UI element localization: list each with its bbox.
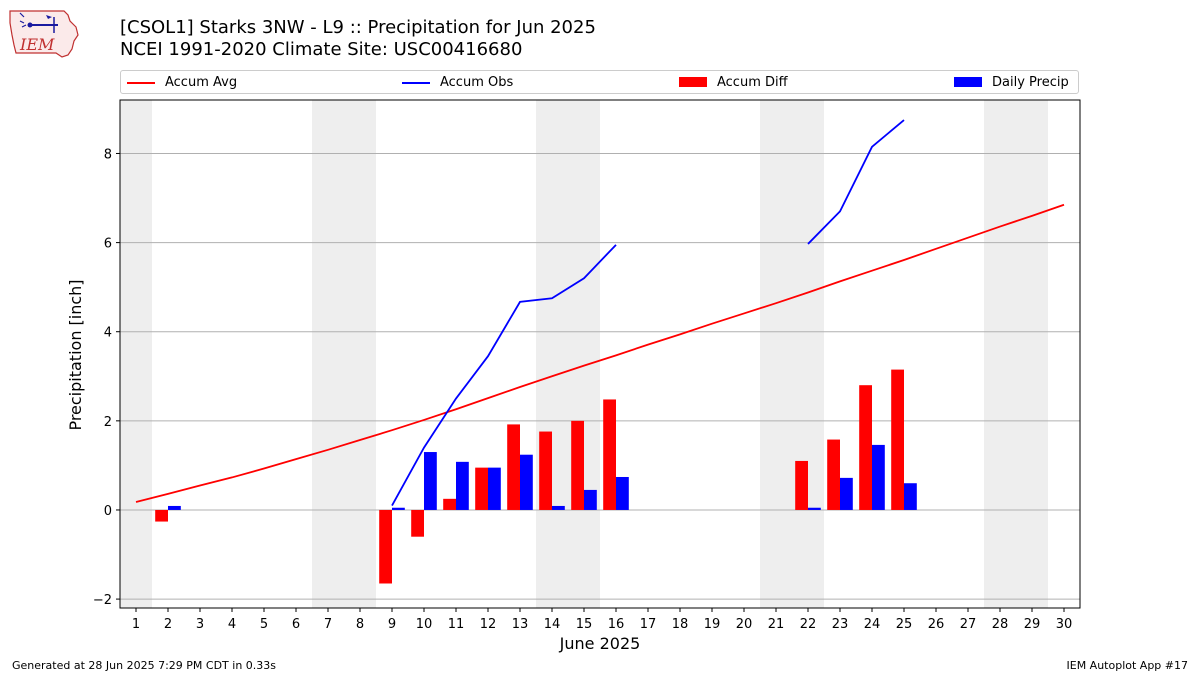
chart-title: [CSOL1] Starks 3NW - L9 :: Precipitation…: [120, 17, 596, 38]
y-tick-label: 6: [104, 237, 112, 252]
daily-precip-bar: [872, 444, 885, 510]
x-tick-label: 29: [1024, 617, 1041, 632]
legend-label-accum-avg: Accum Avg: [165, 75, 238, 90]
x-tick-label: 5: [260, 617, 268, 632]
legend-swatch-accum-avg: [127, 82, 155, 84]
x-tick-label: 28: [992, 617, 1009, 632]
x-tick-label: 17: [640, 617, 657, 632]
daily-precip-bar: [552, 505, 565, 510]
footer-app-text: IEM Autoplot App #17: [1066, 659, 1189, 672]
x-tick-label: 24: [864, 617, 881, 632]
x-tick-label: 4: [228, 617, 236, 632]
x-tick-label: 26: [928, 617, 945, 632]
plot-frame: [119, 99, 1081, 609]
x-tick-label: 2: [164, 617, 172, 632]
x-tick-label: 30: [1056, 617, 1073, 632]
x-tick-label: 10: [416, 617, 433, 632]
legend-label-accum-diff: Accum Diff: [717, 75, 788, 90]
accum-diff-bar: [379, 509, 392, 584]
x-tick-label: 1: [132, 617, 140, 632]
accum-diff-bar: [507, 424, 520, 510]
x-tick-label: 3: [196, 617, 204, 632]
accum-diff-bar: [795, 460, 808, 510]
iem-logo: IEM: [9, 10, 79, 58]
iowa-state-outline: [9, 10, 79, 58]
accum-diff-bar: [539, 431, 552, 510]
accum-diff-bar: [827, 439, 840, 510]
legend-label-accum-obs: Accum Obs: [440, 75, 514, 90]
accum-diff-bar: [411, 509, 424, 537]
x-tick-label: 14: [544, 617, 561, 632]
x-tick-label: 19: [704, 617, 721, 632]
daily-precip-bar: [168, 505, 181, 510]
weekend-band: [760, 100, 824, 608]
gridlines: [120, 152, 1080, 600]
daily-precip-bar: [808, 507, 821, 510]
chart-legend: Accum Avg Accum Obs Accum Diff Daily Pre…: [120, 70, 1079, 94]
accum-obs-line: [391, 244, 617, 506]
y-axis-label: Precipitation [inch]: [66, 279, 85, 430]
daily-precip-bar: [456, 461, 469, 510]
x-tick-label: 13: [512, 617, 529, 632]
x-tick-label: 7: [324, 617, 332, 632]
daily-precip-bar: [616, 476, 629, 510]
daily-precip-bar: [520, 454, 533, 510]
daily-precip-bar: [424, 452, 437, 510]
y-tick-label: 4: [104, 326, 112, 341]
daily-precip-bar: [904, 483, 917, 510]
x-tick-label: 16: [608, 617, 625, 632]
x-tick-label: 9: [388, 617, 396, 632]
accum-avg-line: [135, 203, 1065, 503]
y-tick-label: −2: [93, 593, 112, 608]
x-tick-label: 22: [800, 617, 817, 632]
x-tick-label: 11: [448, 617, 465, 632]
bars: [155, 369, 917, 584]
x-axis-label: June 2025: [559, 634, 641, 653]
accum-diff-bar: [859, 385, 872, 510]
daily-precip-bar: [584, 489, 597, 510]
footer-generated-text: Generated at 28 Jun 2025 7:29 PM CDT in …: [12, 659, 277, 672]
y-tick-label: 0: [104, 504, 112, 519]
logo-text: IEM: [19, 35, 55, 54]
x-tick-label: 6: [292, 617, 300, 632]
x-tick-label: 25: [896, 617, 913, 632]
chart-subtitle: NCEI 1991-2020 Climate Site: USC00416680: [120, 39, 523, 60]
x-tick-label: 27: [960, 617, 977, 632]
daily-precip-bar: [840, 477, 853, 510]
x-tick-label: 23: [832, 617, 849, 632]
legend-swatch-accum-diff: [679, 77, 707, 87]
weekend-band: [984, 100, 1048, 608]
weekend-band: [312, 100, 376, 608]
series-lines: [135, 119, 1065, 506]
weekend-shading: [120, 100, 1048, 608]
x-tick-label: 8: [356, 617, 364, 632]
weekend-band: [536, 100, 600, 608]
accum-obs-line: [807, 119, 905, 245]
x-tick-label: 21: [768, 617, 785, 632]
accum-diff-bar: [443, 498, 456, 510]
legend-swatch-daily-precip: [954, 77, 982, 87]
y-tick-label: 2: [104, 415, 112, 430]
x-tick-label: 20: [736, 617, 753, 632]
daily-precip-bar: [392, 507, 405, 510]
accum-diff-bar: [155, 509, 168, 522]
x-tick-label: 18: [672, 617, 689, 632]
legend-swatch-accum-obs: [402, 82, 430, 84]
accum-diff-bar: [571, 420, 584, 510]
accum-diff-bar: [891, 369, 904, 510]
legend-label-daily-precip: Daily Precip: [992, 75, 1069, 90]
x-tick-label: 12: [480, 617, 497, 632]
daily-precip-bar: [488, 467, 501, 510]
accum-diff-bar: [603, 399, 616, 510]
y-tick-label: 8: [104, 147, 112, 162]
weekend-band: [120, 100, 152, 608]
x-tick-label: 15: [576, 617, 593, 632]
accum-diff-bar: [475, 467, 488, 510]
